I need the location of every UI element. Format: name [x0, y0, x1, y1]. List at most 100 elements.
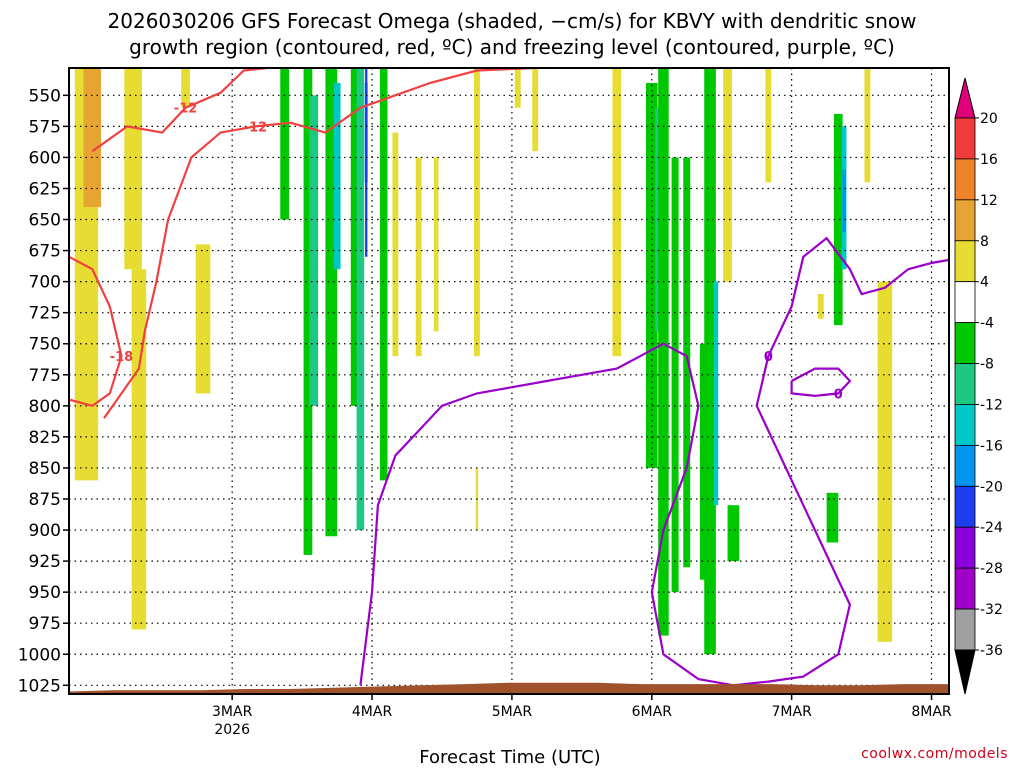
y-tick-label: 575: [29, 117, 61, 137]
y-tick-label: 625: [29, 179, 61, 199]
chart-title-line2: growth region (contoured, red, ºC) and f…: [129, 35, 895, 59]
colorbar-label: -32: [980, 602, 1003, 618]
omega-region: [131, 269, 147, 630]
colorbar-label: 12: [980, 193, 998, 209]
omega-region: [645, 82, 658, 468]
colorbar-swatch: [954, 240, 976, 283]
x-tick-label: 5MAR: [492, 704, 533, 720]
omega-region: [392, 132, 399, 357]
omega-region: [877, 281, 893, 642]
colorbar-label: 4: [980, 275, 989, 291]
colorbar-bottom-triangle: [954, 649, 976, 695]
y-tick-label: 675: [29, 242, 61, 262]
x-axis-label: Forecast Time (UTC): [419, 747, 600, 768]
colorbar-label: 16: [980, 152, 998, 168]
omega-region: [195, 244, 211, 394]
colorbar-swatch: [954, 608, 976, 651]
colorbar-label: -28: [980, 561, 1003, 577]
y-tick-label: 650: [29, 211, 61, 231]
freezing-contour: [790, 367, 852, 398]
omega-region: [765, 68, 772, 183]
omega-region: [333, 82, 341, 270]
y-tick-label: 800: [29, 397, 61, 417]
y-tick-label: 550: [29, 86, 61, 106]
terrain-fill: [69, 682, 949, 694]
colorbar-label: -36: [980, 643, 1003, 659]
omega-region: [612, 68, 622, 357]
x-tick-label: 4MAR: [352, 704, 393, 720]
plot-area: -12 -12 -18 0 0: [68, 67, 950, 695]
omega-region: [514, 68, 521, 108]
omega-region: [699, 343, 709, 580]
y-tick-label: 900: [29, 521, 61, 541]
y-tick-label: 775: [29, 366, 61, 386]
omega-region: [433, 157, 439, 332]
omega-region: [713, 281, 719, 506]
omega-region: [365, 68, 368, 257]
dgz-contour-label: -18: [110, 350, 134, 365]
omega-region: [683, 157, 691, 568]
plot-inner: -12 -12 -18 0 0: [69, 68, 949, 694]
x-tick-label: 6MAR: [632, 704, 673, 720]
y-tick-label: 600: [29, 148, 61, 168]
dgz-contour: [103, 68, 536, 419]
colorbar-top-triangle: [954, 77, 976, 119]
colorbar-label: -12: [980, 397, 1003, 413]
colorbar-swatch: [954, 117, 976, 160]
y-tick-label: 925: [29, 552, 61, 572]
freezing-contour-label: 0: [834, 387, 843, 402]
colorbar-label: 8: [980, 234, 989, 250]
omega-region: [303, 68, 313, 555]
y-tick-label: 950: [29, 583, 61, 603]
omega-region: [83, 68, 102, 208]
colorbar-label: -4: [980, 316, 994, 332]
y-tick-label: 725: [29, 304, 61, 324]
colorbar-swatch: [954, 158, 976, 201]
omega-region: [532, 68, 539, 152]
colorbar-swatch: [954, 567, 976, 610]
colorbar-swatch: [954, 444, 976, 487]
colorbar-label: 20: [980, 111, 998, 127]
freezing-contour: [359, 236, 949, 687]
omega-region: [379, 68, 388, 481]
omega-region: [817, 294, 824, 319]
colorbar-swatch: [954, 526, 976, 569]
omega-region: [833, 113, 843, 326]
y-tick-label: 875: [29, 490, 61, 510]
omega-region: [124, 68, 142, 270]
y-tick-label: 825: [29, 428, 61, 448]
omega-region: [842, 169, 846, 232]
y-tick-label: 750: [29, 335, 61, 355]
y-tick-label: 975: [29, 614, 61, 634]
x-tick-sublabel: 2026: [214, 722, 250, 738]
omega-region: [727, 505, 740, 562]
colorbar-swatch: [954, 404, 976, 446]
y-tick-label: 1025: [18, 676, 61, 696]
omega-region: [181, 68, 190, 108]
omega-region: [826, 492, 839, 543]
x-tick-label: 7MAR: [772, 704, 813, 720]
omega-region: [864, 68, 871, 183]
y-axis: 550 575 600 625 650 675 700 725 750 775 800 825 850 8…: [18, 86, 69, 696]
colorbar-swatch: [954, 363, 976, 405]
credit-text: coolwx.com/models: [861, 746, 1008, 762]
colorbar-swatch: [954, 199, 976, 242]
colorbar-label: -20: [980, 479, 1003, 495]
omega-region: [474, 68, 480, 357]
dgz-contour-label: -12: [174, 102, 198, 117]
x-axis: 3MAR20264MAR5MAR6MAR7MAR8MAR9MAR: [212, 694, 952, 738]
omega-region: [350, 68, 359, 406]
plot-frame: [68, 67, 950, 695]
x-tick-label: 8MAR: [911, 704, 952, 720]
colorbar-swatch: [954, 322, 976, 364]
plot-background: [69, 68, 949, 694]
y-tick-label: 700: [29, 273, 61, 293]
y-tick-label: 1000: [18, 645, 61, 665]
omega-region: [309, 95, 319, 406]
x-tick-label: 3MAR: [212, 704, 253, 720]
omega-region: [356, 68, 365, 531]
colorbar-swatch: [954, 485, 976, 528]
dgz-contour: [69, 255, 123, 407]
dgz-contour-label: -12: [244, 120, 268, 135]
omega-region: [723, 68, 732, 282]
